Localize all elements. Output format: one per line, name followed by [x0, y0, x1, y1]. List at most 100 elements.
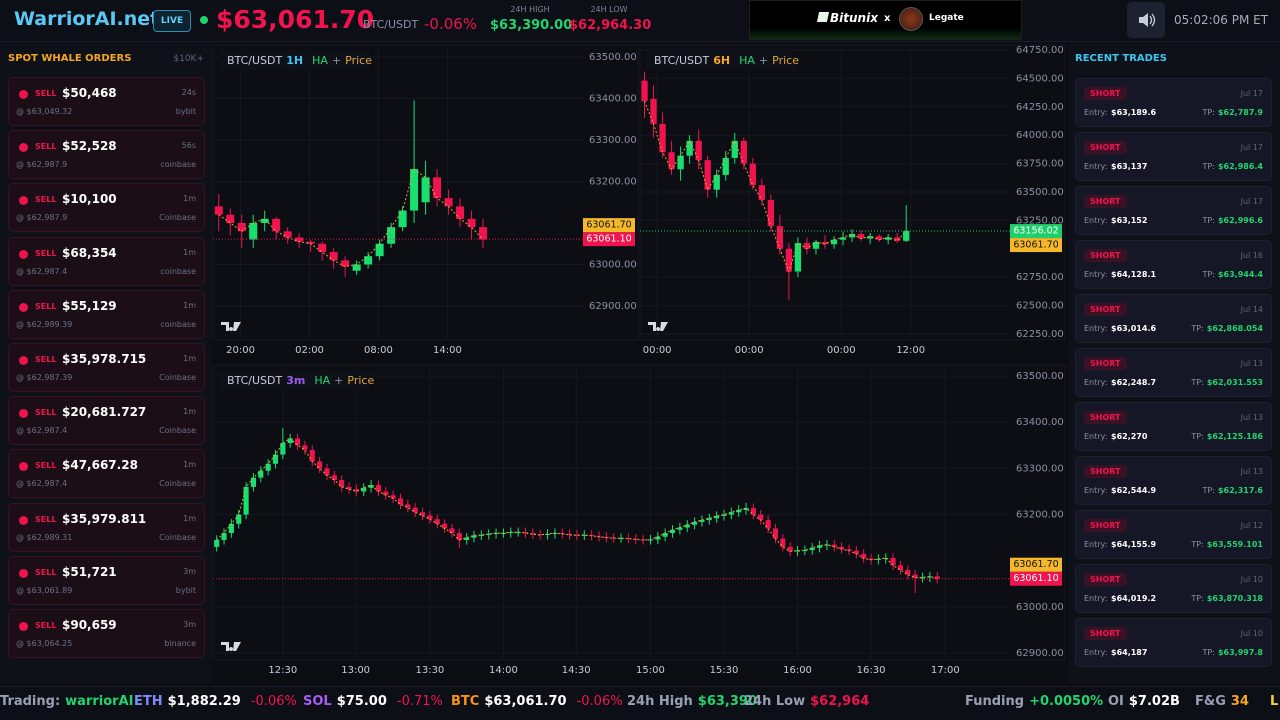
- trade-card[interactable]: SHORT Jul 14 Entry: $63,014.6 TP: $62,868.054: [1075, 294, 1272, 343]
- tp-row: TP: $63,870.318: [1191, 594, 1263, 603]
- date: Jul 14: [1240, 305, 1263, 314]
- trade-card[interactable]: SHORT Jul 12 Entry: $64,155.9 TP: $63,559.101: [1075, 510, 1272, 559]
- side-badge: SHORT: [1084, 465, 1127, 478]
- tp: $62,125.186: [1206, 432, 1263, 441]
- candle-body: [383, 491, 389, 496]
- exchange: Coinbase: [159, 373, 196, 382]
- trade-card[interactable]: SHORT Jul 10 Entry: $64,187 TP: $63,997.8: [1075, 618, 1272, 667]
- entry: $63,014.6: [1111, 324, 1157, 333]
- trade-card[interactable]: SHORT Jul 17 Entry: $63,189.6 TP: $62,787.9: [1075, 78, 1272, 127]
- x-tick-label: 16:00: [783, 665, 812, 676]
- age: 1m: [183, 194, 196, 204]
- y-tick-label: 64250.00: [1016, 102, 1064, 113]
- ticker-value: +0.0050%: [1029, 694, 1104, 709]
- whale-card[interactable]: SELL $20,681.727 1m @ $62,987.4 Coinbase: [8, 396, 205, 446]
- sell-dot: [19, 302, 28, 312]
- candle-body: [846, 549, 852, 551]
- candle-body: [897, 565, 904, 570]
- whale-card[interactable]: SELL $35,978.715 1m @ $62,987.39 Coinbase: [8, 343, 205, 392]
- sell-dot: [19, 143, 28, 153]
- sound-button[interactable]: [1127, 2, 1165, 38]
- tv-logo: [648, 322, 668, 331]
- chart-header-bg: [219, 370, 369, 390]
- x-tick-label: 15:00: [636, 665, 665, 676]
- amount: $55,129: [62, 298, 117, 313]
- ticker-change: -0.71%: [396, 694, 443, 709]
- candle-body: [812, 241, 820, 249]
- candle-body: [772, 528, 779, 539]
- ticker-change: -0.06%: [576, 694, 623, 709]
- candle-body: [662, 533, 668, 537]
- header-interval: 3m: [286, 374, 305, 387]
- candle-body: [618, 538, 624, 540]
- tp-label: TP:: [1202, 648, 1215, 657]
- candle-body: [456, 533, 462, 540]
- trade-card[interactable]: SHORT Jul 17 Entry: $63,152 TP: $62,996.6: [1075, 186, 1272, 235]
- whale-card[interactable]: SELL $51,721 3m @ $63,061.89 bybit: [8, 555, 205, 605]
- x-tick-label: 14:30: [562, 665, 591, 676]
- logo[interactable]: WarriorAI.net: [14, 8, 160, 30]
- candle-body: [706, 518, 712, 521]
- candle-body: [464, 537, 470, 540]
- whale-card[interactable]: SELL $10,100 1m @ $62,987.9 Coinbase: [8, 183, 205, 233]
- whale-card[interactable]: SELL $68,354 1m @ $62,987.4 coinbase: [8, 236, 205, 286]
- candle-body: [655, 536, 661, 540]
- candle-body: [346, 486, 352, 490]
- amount: $68,354: [62, 245, 117, 260]
- candle-body: [427, 515, 433, 520]
- trade-card[interactable]: SHORT Jul 16 Entry: $64,128.1 TP: $63,944.4: [1075, 240, 1272, 289]
- whale-card[interactable]: SELL $35,979.811 1m @ $62,989.31 Coinbase: [8, 502, 205, 552]
- order-price: @ $62,987.9: [16, 213, 68, 223]
- candle-body: [471, 535, 477, 538]
- y-tick-label: 63300.00: [589, 135, 637, 146]
- candle-body: [861, 553, 867, 559]
- tp-row: TP: $63,944.4: [1203, 270, 1263, 279]
- trade-card[interactable]: SHORT Jul 17 Entry: $63,137 TP: $62,986.4: [1075, 132, 1272, 181]
- sell-dot: [19, 462, 28, 472]
- candle-body: [803, 243, 811, 249]
- ticker-item: ETH $1,882.29 -0.06%: [134, 694, 297, 709]
- tv-logo: [221, 642, 241, 651]
- candle-body: [537, 534, 543, 536]
- candle-body: [794, 243, 802, 272]
- trade-card[interactable]: SHORT Jul 13 Entry: $62,544.9 TP: $62,317.6: [1075, 456, 1272, 505]
- candle-body: [214, 539, 220, 547]
- whale-card[interactable]: SELL $52,528 56s @ $62,987.9 coinbase: [8, 130, 205, 180]
- tp-label: TP:: [1202, 486, 1215, 495]
- whale-card[interactable]: SELL $90,659 3m @ $63,064.25 binance: [8, 609, 205, 658]
- candle-body: [853, 550, 859, 554]
- candle-body: [905, 569, 911, 575]
- ticker-item: F&G 34: [1195, 694, 1249, 709]
- candle-body: [318, 243, 327, 253]
- entry: $64,155.9: [1111, 540, 1157, 549]
- tp: $62,787.9: [1217, 108, 1263, 117]
- x-tick-label: 00:00: [827, 345, 856, 356]
- ticker-label: F&G: [1195, 694, 1226, 709]
- change: -0.06%: [424, 15, 478, 33]
- sponsor-banner[interactable]: Bitunix x Legate: [749, 0, 1022, 40]
- ticker-item: 24h High $63,390: [627, 694, 757, 709]
- tp-row: TP: $62,996.6: [1203, 216, 1263, 225]
- candle-body: [405, 504, 411, 508]
- entry-label: Entry:: [1084, 216, 1108, 225]
- header-symbol: BTC/USDT: [227, 54, 283, 67]
- candle-body: [250, 477, 257, 487]
- candle-body: [515, 532, 521, 534]
- candle-body: [398, 210, 407, 228]
- trade-card[interactable]: SHORT Jul 13 Entry: $62,270 TP: $62,125.186: [1075, 402, 1272, 451]
- price-line: [216, 437, 938, 580]
- trade-card[interactable]: SHORT Jul 10 Entry: $64,019.2 TP: $63,870.318: [1075, 564, 1272, 613]
- side: SELL: [35, 621, 57, 630]
- date: Jul 13: [1240, 359, 1263, 368]
- amount: $20,681.727: [62, 405, 147, 420]
- chart-header-text: BTC/USDT 1H HA + Price: [227, 54, 372, 67]
- trade-card[interactable]: SHORT Jul 13 Entry: $62,248.7 TP: $62,031.553: [1075, 348, 1272, 397]
- whale-card[interactable]: SELL $47,667.28 1m @ $62,987.4 Coinbase: [8, 449, 205, 499]
- whale-card[interactable]: SELL $50,468 24s @ $63,049.32 bybit: [8, 77, 205, 126]
- whale-card[interactable]: SELL $55,129 1m @ $62,989.39 coinbase: [8, 289, 205, 339]
- candle-body: [442, 523, 448, 529]
- y-tick-label: 62250.00: [1016, 329, 1064, 340]
- candle-body: [830, 239, 838, 245]
- date: Jul 17: [1240, 89, 1263, 98]
- side-badge: SHORT: [1084, 141, 1127, 154]
